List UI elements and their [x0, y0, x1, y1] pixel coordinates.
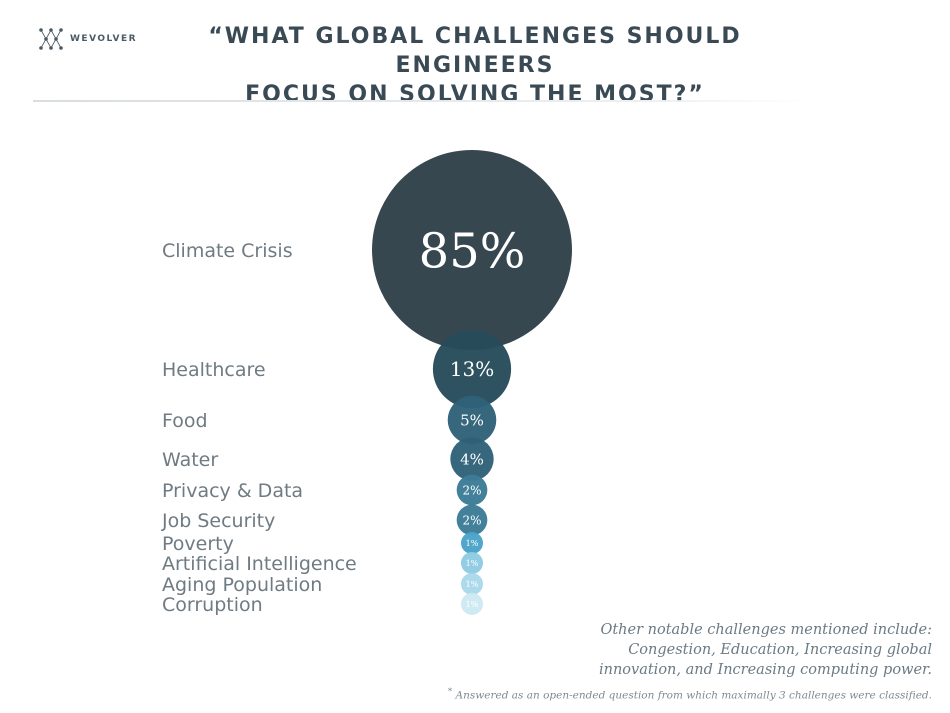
other-challenges-note: Other notable challenges mentioned inclu…: [598, 622, 932, 678]
data-label-water: 4%: [460, 450, 484, 468]
category-label-corruption: Corruption: [162, 594, 263, 616]
data-label-artificial-intelligence: 1%: [466, 559, 479, 568]
data-label-healthcare: 13%: [450, 357, 494, 381]
data-label-poverty: 1%: [466, 539, 479, 548]
wevolver-logo: WEVOLVER: [38, 26, 137, 52]
bubble-job-security: [456, 504, 488, 536]
data-label-corruption: 1%: [466, 600, 479, 609]
data-label-privacy-data: 2%: [462, 483, 481, 497]
chart-title-line-1: “WHAT GLOBAL CHALLENGES SHOULD ENGINEERS: [208, 24, 742, 78]
category-label-poverty: Poverty: [162, 533, 234, 555]
bubble-artificial-intelligence: [461, 552, 483, 574]
data-label-food: 5%: [460, 411, 484, 429]
category-label-climate-crisis: Climate Crisis: [162, 240, 293, 262]
bubble-corruption: [461, 593, 483, 615]
footnote-text: Answered as an open-ended question from …: [455, 689, 932, 702]
bubble-food: [447, 395, 497, 445]
category-label-water: Water: [162, 449, 218, 471]
bubble-privacy-data: [456, 474, 488, 506]
category-label-privacy-data: Privacy & Data: [162, 480, 303, 502]
category-label-artificial-intelligence: Artificial Intelligence: [162, 553, 357, 575]
category-label-healthcare: Healthcare: [162, 359, 266, 381]
wevolver-logo-icon: [39, 28, 63, 50]
bubble-healthcare: [432, 329, 512, 409]
bubble-poverty: [461, 532, 483, 554]
category-label-food: Food: [162, 410, 208, 432]
data-label-climate-crisis: 85%: [419, 223, 526, 279]
footnote: * Answered as an open-ended question fro…: [412, 687, 932, 702]
data-label-job-security: 2%: [462, 513, 481, 527]
bubble-water: [450, 437, 494, 481]
chart-title: “WHAT GLOBAL CHALLENGES SHOULD ENGINEERS…: [150, 22, 800, 109]
chart-title-line-2: FOCUS ON SOLVING THE MOST?”: [245, 82, 705, 107]
data-label-aging-population: 1%: [466, 580, 479, 589]
title-divider: [33, 100, 813, 102]
category-label-aging-population: Aging Population: [162, 574, 322, 596]
footnote-mark: *: [447, 687, 453, 697]
bubble-climate-crisis: [372, 150, 572, 350]
brand-name: WEVOLVER: [70, 34, 138, 44]
category-label-job-security: Job Security: [161, 510, 275, 532]
bubble-aging-population: [461, 573, 483, 595]
